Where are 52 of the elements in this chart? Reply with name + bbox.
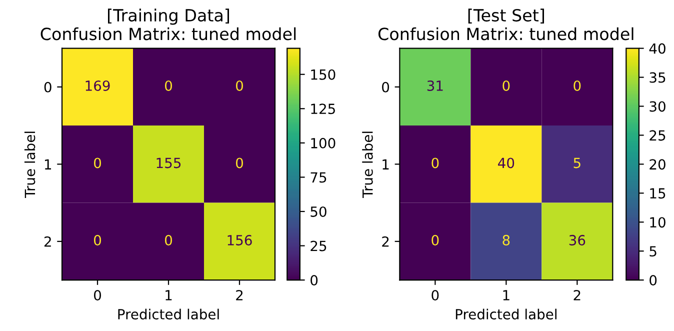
x-tick-label: 0 [432, 290, 439, 300]
color-bar-label: 35 [650, 72, 666, 83]
data-label: 156 [228, 234, 252, 246]
data-label: 0 [574, 80, 581, 91]
x-tick-label: 1 [166, 290, 172, 300]
color-bar-label: 10 [650, 217, 666, 228]
data-label: 0 [94, 234, 101, 246]
color-bar-label: 30 [650, 101, 666, 112]
color-bar-label: 50 [310, 206, 326, 217]
data-label: 0 [164, 80, 172, 91]
color-bar-label: 20 [650, 159, 666, 170]
x-axis-title: Predicted label [456, 308, 556, 320]
x-tick-label: 1 [503, 290, 510, 300]
data-label: 5 [574, 158, 580, 168]
data-label: 0 [236, 158, 243, 168]
data-label: 0 [432, 158, 439, 168]
data-label: 40 [498, 158, 514, 168]
y-tick-label: 0 [44, 82, 52, 92]
color-bar-label: 125 [311, 104, 335, 114]
x-tick-label: 0 [94, 290, 101, 300]
data-label: 0 [502, 80, 510, 91]
color-bar-label: 75 [310, 172, 326, 183]
data-label: 155 [156, 158, 181, 168]
y-tick-label: 0 [382, 82, 390, 92]
y-tick-label: 1 [44, 159, 52, 170]
y-tick-label: 1 [382, 159, 389, 170]
data-label: 0 [236, 80, 243, 91]
x-tick-label: 2 [574, 290, 580, 300]
y-tick-label: 2 [382, 236, 389, 247]
color-bar-label: 0 [310, 274, 318, 286]
data-label: 0 [432, 234, 439, 246]
color-bar-label: 100 [311, 138, 336, 148]
x-axis-title: Predicted label [118, 308, 219, 320]
color-bar-label: 0 [650, 274, 657, 286]
data-label: 36 [569, 234, 586, 246]
data-label: 0 [164, 234, 172, 246]
data-label: 0 [94, 158, 101, 168]
color-bar-label: 40 [649, 43, 666, 54]
color-bar-label: 150 [311, 69, 336, 80]
data-label: 169 [86, 80, 110, 91]
data-label: 31 [427, 80, 443, 91]
y-tick-label: 2 [44, 236, 51, 247]
chart-title: [Test Set] Confusion Matrix: tuned model [378, 8, 634, 40]
y-axis-title: True label [24, 132, 36, 198]
color-bar-label: 5 [650, 246, 656, 257]
chart-title: [Training Data] Confusion Matrix: tuned model [40, 8, 296, 40]
color-bar-label: 25 [650, 130, 666, 141]
x-tick-label: 2 [236, 290, 243, 300]
color-bar-label: 25 [310, 240, 326, 252]
color-bar-label: 15 [650, 188, 666, 199]
y-axis-title: True label [362, 132, 373, 198]
data-label: 8 [502, 234, 510, 246]
